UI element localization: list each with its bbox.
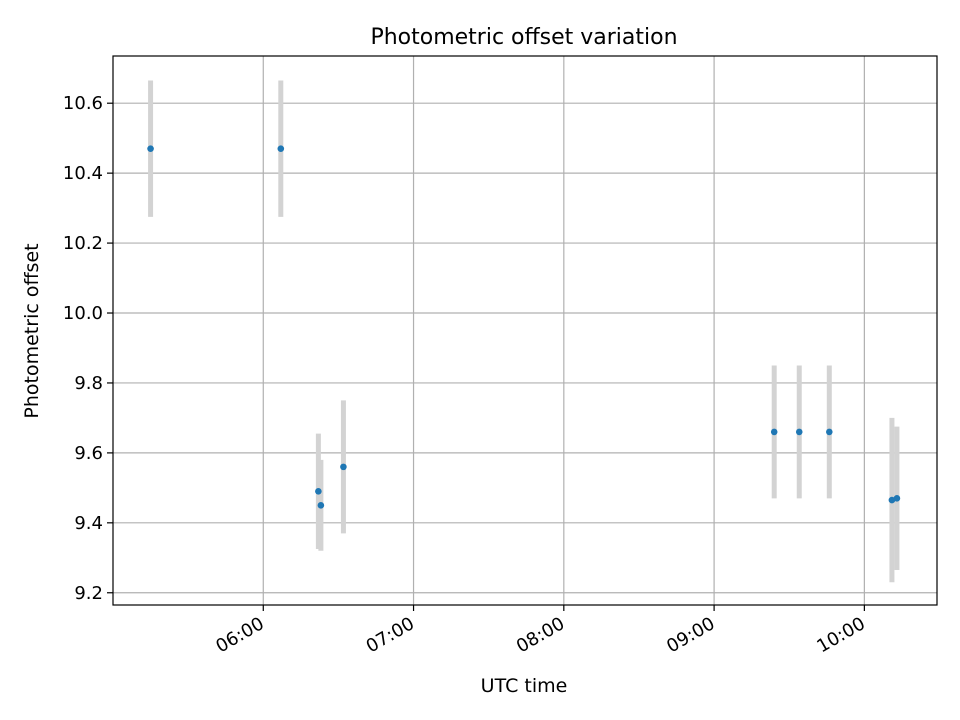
y-tick-label: 9.8 (74, 373, 103, 394)
data-point (315, 488, 322, 495)
y-axis-ticks: 9.2 9.4 9.6 9.8 10.0 10.2 10.4 10.6 (63, 93, 113, 604)
data-point (826, 428, 833, 436)
y-tick-label: 10.0 (63, 303, 103, 324)
data-point (770, 428, 778, 436)
data-point (340, 463, 347, 471)
y-axis-label: Photometric offset (21, 243, 43, 418)
data-point (317, 502, 325, 509)
y-tick-label: 10.6 (63, 93, 103, 114)
grid (113, 56, 937, 605)
y-tick-label: 9.2 (74, 583, 103, 604)
y-tick-label: 10.4 (63, 163, 103, 184)
data-point (893, 495, 901, 502)
data-points (147, 145, 901, 509)
y-tick-label: 9.6 (74, 443, 103, 464)
y-tick-label: 9.4 (74, 513, 103, 534)
data-point (795, 428, 803, 436)
plot-frame (112, 55, 938, 606)
x-axis-label: UTC time (481, 675, 568, 697)
chart-title: Photometric offset variation (370, 25, 677, 50)
data-point (277, 145, 285, 152)
data-point (147, 145, 154, 152)
data-point (888, 496, 896, 504)
y-tick-label: 10.2 (63, 233, 103, 254)
